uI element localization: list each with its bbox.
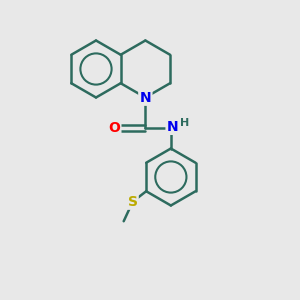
Text: O: O — [109, 121, 120, 134]
Text: N: N — [140, 91, 151, 104]
Text: N: N — [167, 120, 178, 134]
Text: H: H — [180, 118, 189, 128]
Text: S: S — [128, 195, 138, 209]
